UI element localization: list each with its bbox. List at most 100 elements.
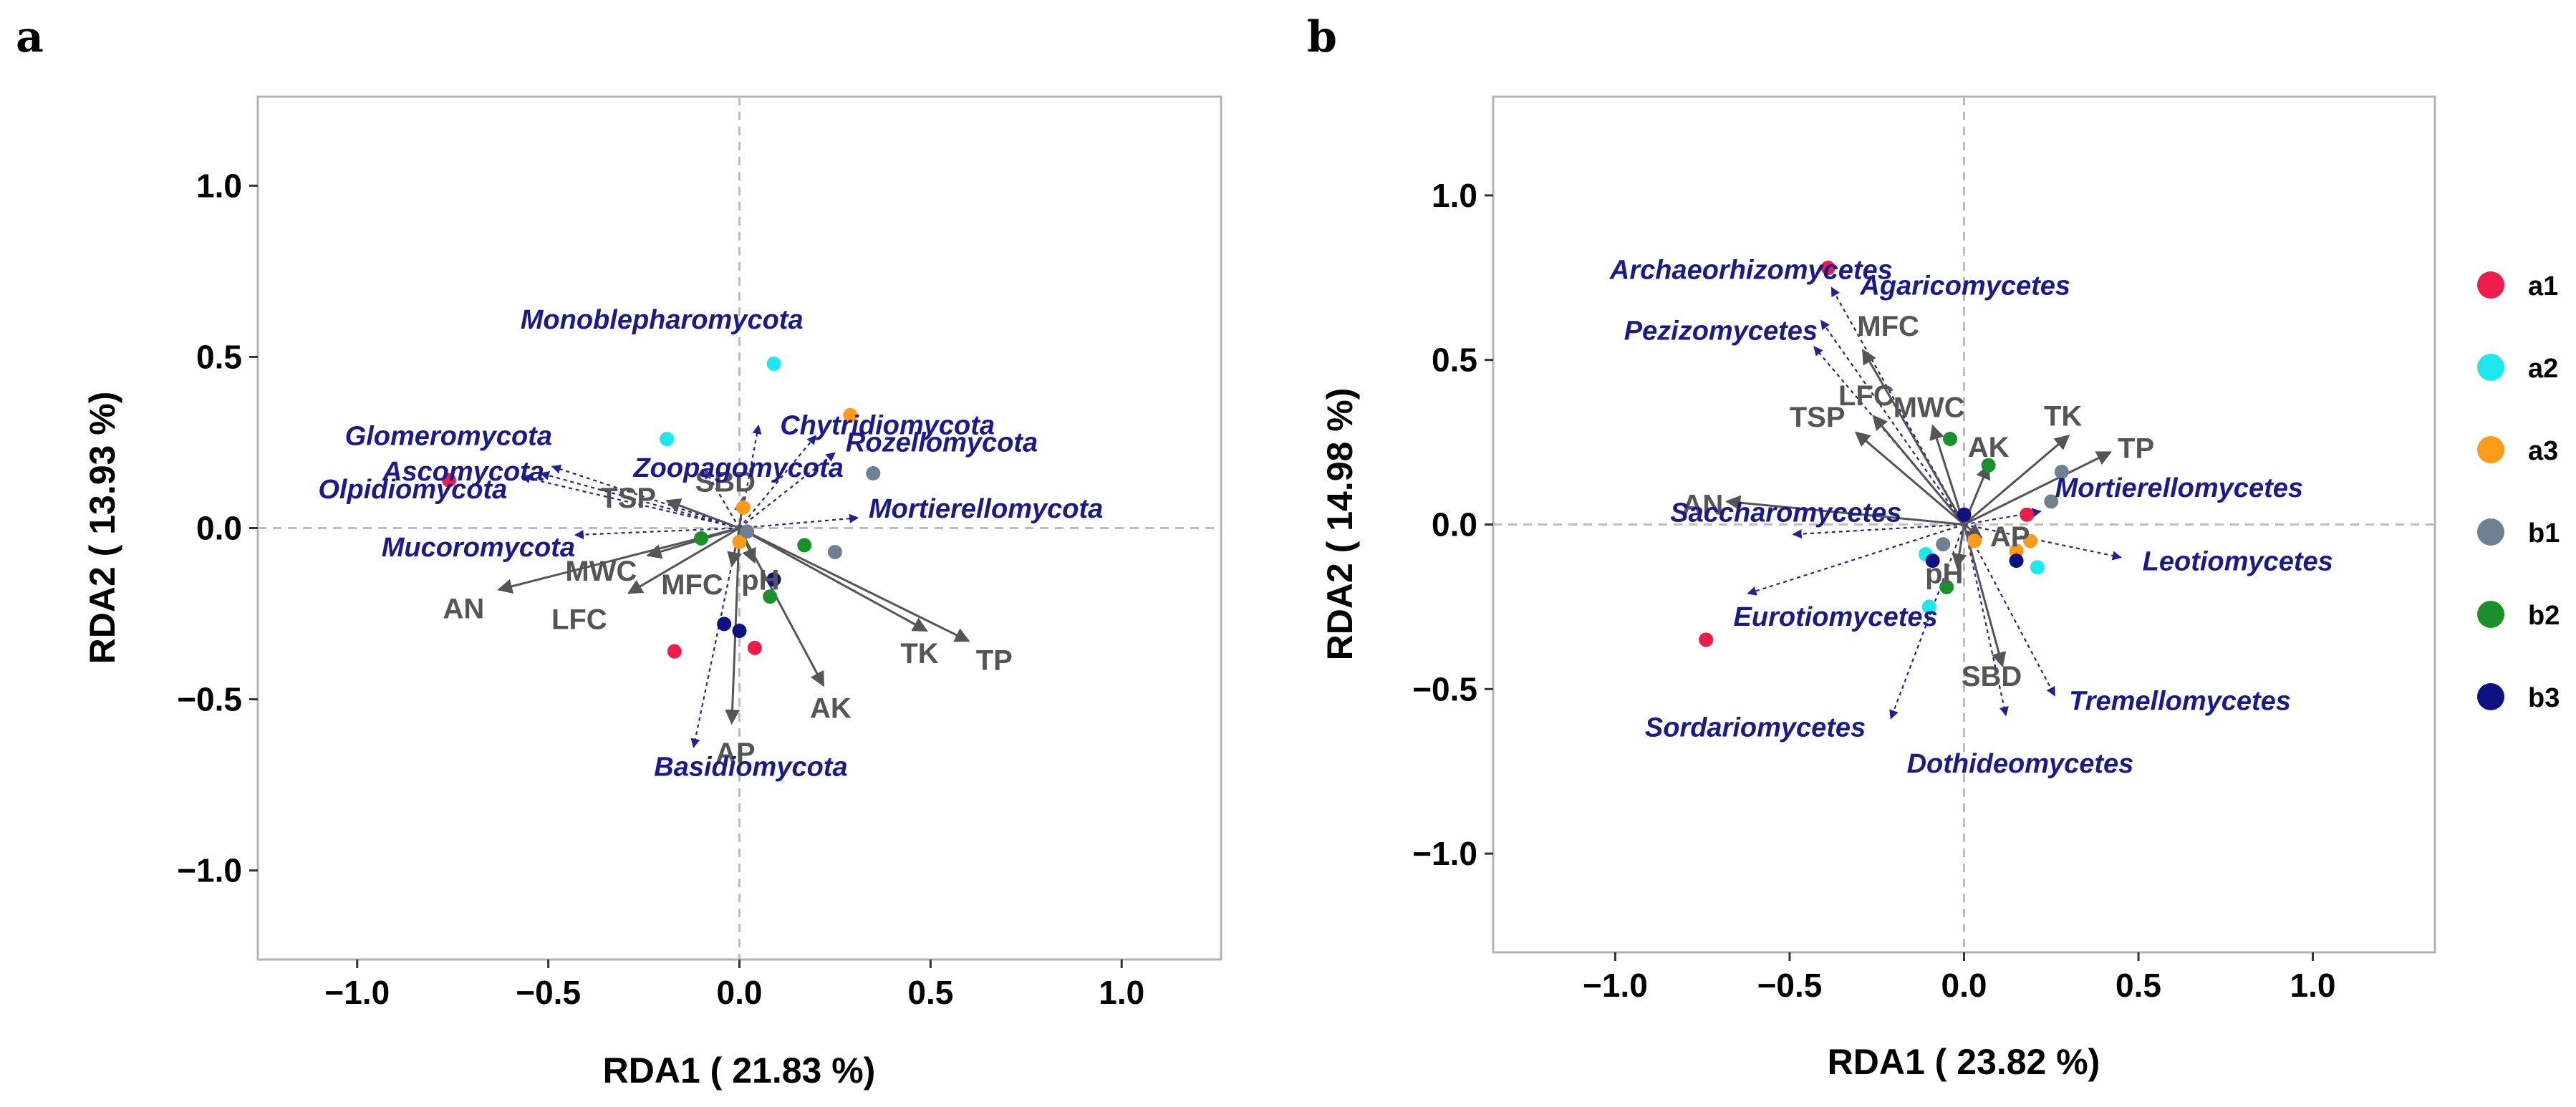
panel-a-y-tick-label: 0.0 [196, 510, 242, 547]
panel-a-sample-point-b1 [866, 465, 881, 480]
panel-b-taxon-label: Eurotiomycetes [1734, 602, 1938, 632]
panel-b-sample-point-b3 [2009, 554, 2024, 569]
panel-b-env-label: SBD [1962, 661, 2022, 692]
panel-b-env-arrow [1963, 524, 2007, 668]
panel-a-env-label: LFC [551, 604, 607, 635]
panel-b-sample-point-b3 [1957, 507, 1972, 522]
panel-a-letter: a [16, 12, 44, 62]
legend-swatch-a3 [2477, 436, 2504, 463]
panel-a-taxon-arrow [738, 435, 817, 529]
panel-b-letter: b [1307, 12, 1337, 62]
panel-a-sample-point-a3 [843, 407, 858, 422]
panel-b-taxon-arrow [1820, 319, 1965, 526]
panel-a-env-label: SBD [695, 466, 756, 498]
panel-a-sample-point-b1 [740, 524, 755, 539]
panel-b-env-arrow [1963, 451, 2112, 526]
panel-a-sample-point-a1 [667, 644, 682, 659]
rda-panel-b: −1.0 −0.5 0.0 0.5 1.0 −1.0 −0.5 0.0 0.5 1.0 MFC LFC… [1320, 95, 2436, 1082]
panel-a-x-tick-label: 0.0 [717, 974, 763, 1011]
legend-swatch-b3 [2477, 683, 2504, 710]
panel-b-sample-point-a1 [1820, 261, 1835, 275]
panel-a-x-tick-label: −1.0 [324, 974, 390, 1011]
panel-a-sample-point-a3 [732, 534, 747, 549]
panel-b-taxon-label: Pezizomycetes [1624, 316, 1818, 346]
panel-a-sample-point-a1 [441, 473, 456, 488]
panel-a-y-tick-label: −1.0 [177, 852, 242, 889]
panel-a-plot: −1.0 −0.5 0.0 0.5 1.0 −1.0 −0.5 0.0 0.5 1.0 AN TSP M… [177, 97, 1221, 1011]
panel-a-env-arrow [738, 527, 825, 687]
panel-a-taxon-label: Olpidiomycota [318, 475, 507, 505]
panel-b-env-arrow [1929, 424, 1965, 525]
panel-b-env-label: TP [2118, 432, 2154, 464]
panel-b-env-label: AN [1682, 489, 1724, 521]
panel-b-sample-point-a3 [2023, 533, 2038, 548]
legend-swatch-a1 [2477, 271, 2504, 299]
panel-a-env-label: AK [810, 692, 852, 724]
panel-a-taxon-label: Monoblepharomycota [521, 305, 804, 335]
panel-a-sample-point-b2 [797, 538, 812, 553]
panel-a-env-arrow [738, 527, 970, 642]
panel-b-taxon-label: Archaeorhizomycetes [1609, 256, 1893, 286]
panel-a-y-tick-label: 1.0 [196, 167, 242, 204]
panel-b-x-tick-label: 0.5 [2116, 967, 2161, 1004]
panel-b-y-tick-label: 0.0 [1432, 506, 1477, 543]
panel-a-x-tick-label: −0.5 [516, 974, 581, 1011]
panel-a-sample-point-a1 [747, 640, 762, 655]
panel-a-x-tick-label: 0.5 [907, 974, 953, 1011]
panel-b-sample-point-b1 [1936, 537, 1951, 552]
legend-label-a3: a3 [2528, 436, 2558, 466]
panel-b-taxon-label: Leotiomycetes [2143, 546, 2333, 576]
panel-b-env-label: LFC [1838, 380, 1894, 412]
panel-a-y-tick-label: −0.5 [177, 681, 242, 718]
panel-b-env-arrow [1854, 431, 1965, 526]
panel-a-y-tick-label: 0.5 [196, 338, 242, 375]
panel-a-sample-point-b3 [717, 617, 732, 632]
rda-panel-a: −1.0 −0.5 0.0 0.5 1.0 −1.0 −0.5 0.0 0.5 1.0 AN TSP M… [82, 95, 1222, 1091]
panel-a-env-arrow [646, 527, 740, 559]
panel-b-sample-point-a3 [2009, 543, 2024, 559]
panel-a-sample-point-b3 [766, 572, 781, 587]
panel-b-y-tick-label: 0.5 [1432, 342, 1477, 379]
panel-b-env-arrow [1963, 435, 2070, 526]
panel-a-taxon-label: Ascomycota [382, 457, 544, 487]
panel-b-env-label: pH [1925, 558, 1963, 589]
panel-a-env-label: AP [715, 738, 756, 769]
panel-b-taxon-label: Sordariomycetes [1645, 713, 1866, 743]
panel-a-taxon-label: Rozellomycota [846, 427, 1038, 458]
panel-a-sample-point-a2 [660, 432, 675, 447]
legend-label-a1: a1 [2528, 271, 2558, 301]
panel-b-sample-point-a3 [1967, 533, 1982, 548]
panel-b-env-label: MFC [1857, 311, 1919, 342]
panel-b-taxon-label: Saccharomycetes [1670, 498, 1901, 528]
panel-a-env-label: MFC [661, 569, 723, 601]
panel-b-sample-point-a2 [2030, 560, 2045, 575]
panel-b-sample-point-b2 [1981, 458, 1996, 473]
legend-label-b2: b2 [2528, 601, 2560, 631]
panel-a-taxon-arrow [574, 527, 740, 540]
panel-a-taxon-label: Mortierellomycota [869, 494, 1103, 524]
panel-a-sample-point-b3 [732, 623, 747, 638]
panel-b-env-arrow [1872, 415, 1965, 526]
panel-b-taxon-label: Agaricomycetes [1859, 271, 2070, 301]
panel-b-x-tick-label: −1.0 [1583, 967, 1648, 1004]
panel-a-env-label: TSP [600, 483, 656, 514]
panel-b-x-tick-label: 0.0 [1941, 967, 1987, 1004]
legend-label-b3: b3 [2528, 683, 2560, 713]
panel-a-env-label: TP [976, 644, 1013, 676]
legend-swatch-a2 [2477, 354, 2504, 381]
legend-swatch-b2 [2477, 601, 2504, 628]
panel-b-sample-point-b3 [1925, 554, 1940, 569]
panel-b-ylabel: RDA2 ( 14.98 %) [1320, 388, 1360, 661]
panel-b-taxon-arrow [1889, 524, 1965, 720]
panel-b-y-tick-label: −1.0 [1412, 835, 1477, 872]
panel-b-sample-point-b2 [1939, 579, 1954, 594]
legend-swatch-b1 [2477, 518, 2504, 546]
panel-a-taxon-arrow [520, 474, 740, 529]
panel-a-x-tick-label: 1.0 [1099, 974, 1144, 1011]
legend: a1 a2 a3 b1 b2 b3 [2477, 271, 2560, 713]
panel-b-env-arrow [1952, 524, 1967, 569]
panel-a-taxon-label: Zoopagomycota [632, 453, 843, 483]
panel-b-env-arrow [1861, 349, 1965, 526]
panel-b-sample-point-b1 [2044, 494, 2059, 509]
panel-a-sample-point-a2 [766, 356, 781, 371]
